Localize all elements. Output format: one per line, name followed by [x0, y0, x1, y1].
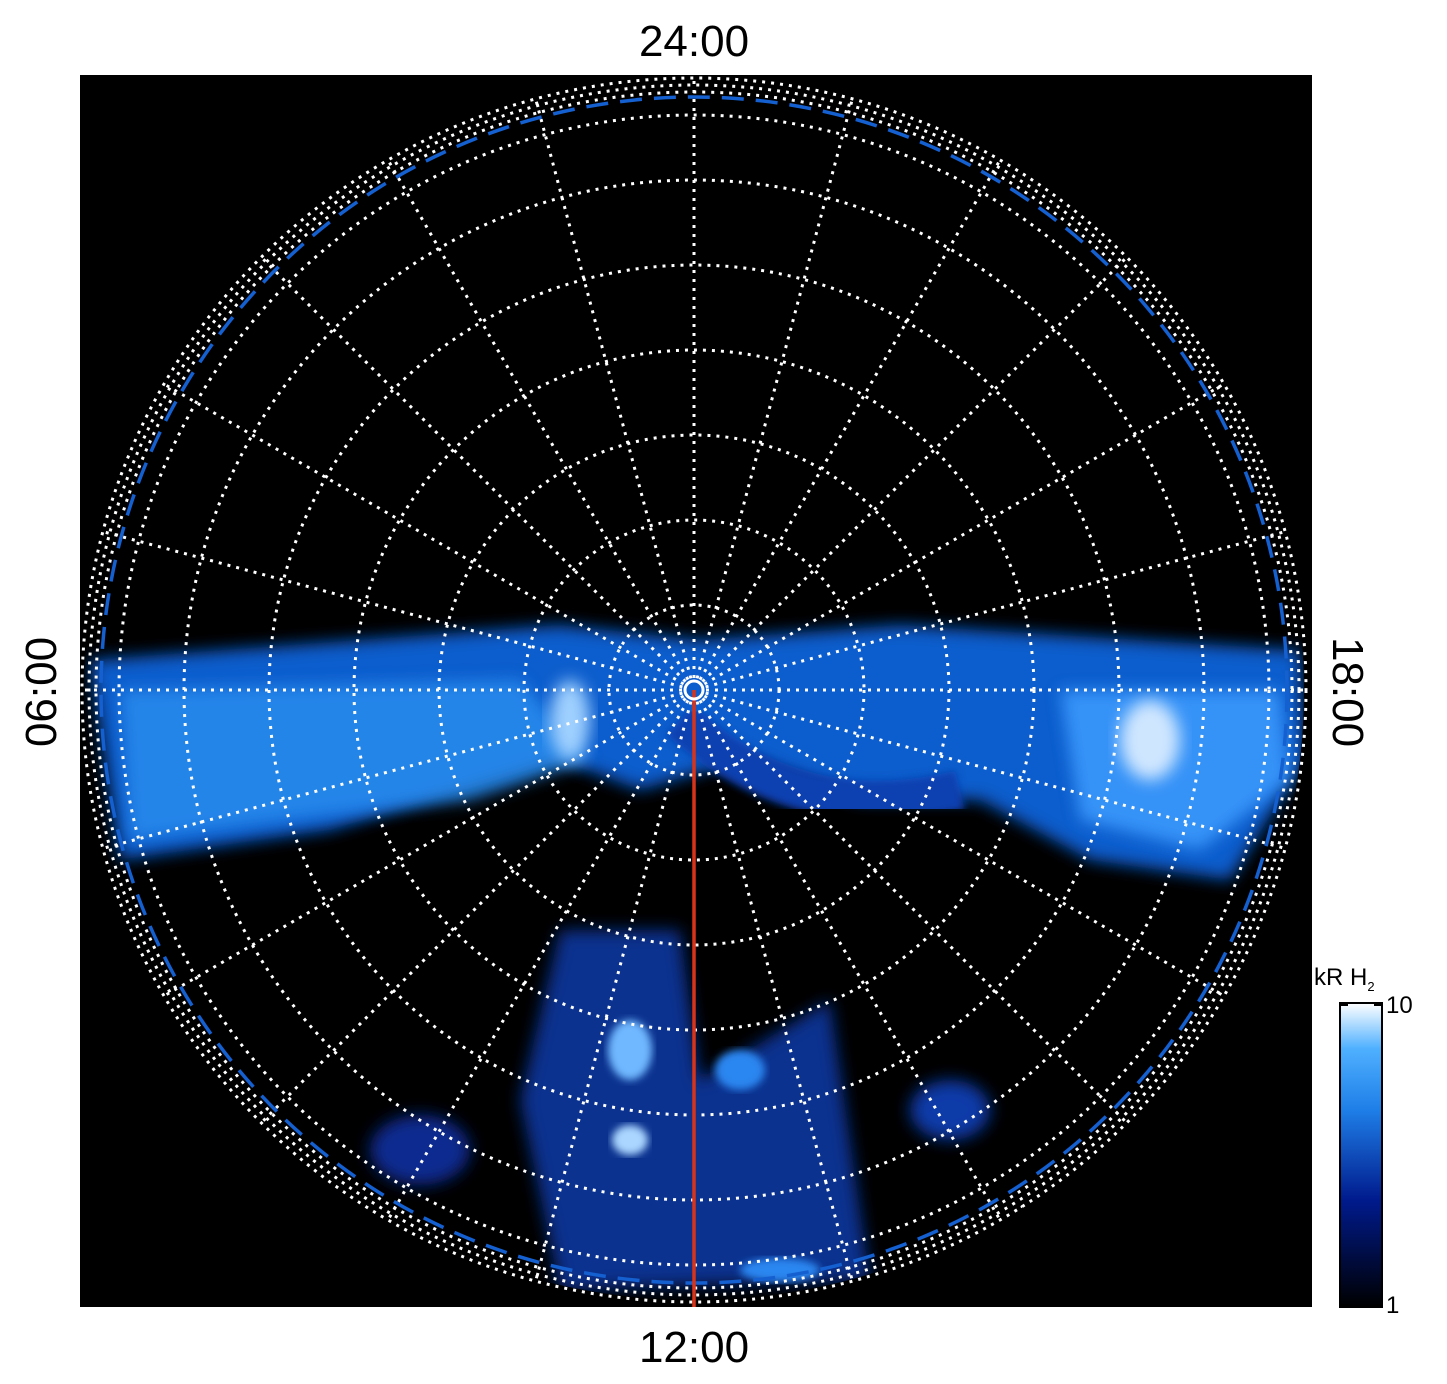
latitude-circle: [87, 83, 1301, 1297]
meridian-line: [698, 699, 1002, 1221]
meridian-line: [701, 697, 1128, 1124]
latitude-circle: [522, 518, 866, 862]
colorbar-title-text: kR H: [1314, 964, 1367, 991]
local-time-label: 24:00: [639, 17, 749, 66]
meridian-line: [260, 697, 687, 1124]
colorbar-title-subscript: 2: [1367, 979, 1374, 994]
colorbar: [1339, 1002, 1383, 1308]
meridian-line: [695, 98, 854, 679]
local-time-label: 18:00: [1323, 637, 1372, 747]
meridian-line: [701, 256, 1128, 683]
meridian-line: [534, 98, 693, 679]
local-time-label: 12:00: [639, 1323, 749, 1372]
meridian-line: [102, 691, 683, 850]
meridian-line: [705, 530, 1286, 689]
meridian-line: [705, 691, 1286, 850]
meridian-line: [695, 701, 854, 1282]
pole-marker: [683, 679, 705, 701]
local-time-label: 06:00: [17, 637, 66, 747]
meridian-line: [386, 699, 690, 1221]
latitude-circle: [80, 76, 1308, 1304]
meridian-line: [102, 530, 683, 689]
meridian-line: [260, 256, 687, 683]
meridian-line: [163, 694, 685, 998]
colorbar-tick-label: 10: [1386, 992, 1413, 1019]
colorbar-tick-label: 1: [1386, 1292, 1399, 1319]
meridian-line: [703, 382, 1225, 686]
colorbar-title: kR H2: [1314, 964, 1375, 994]
latitude-circle: [117, 113, 1271, 1267]
meridian-line: [703, 694, 1225, 998]
meridian-line: [698, 159, 1002, 681]
meridian-line: [386, 159, 690, 681]
meridian-line: [534, 701, 693, 1282]
meridian-line: [163, 382, 685, 686]
